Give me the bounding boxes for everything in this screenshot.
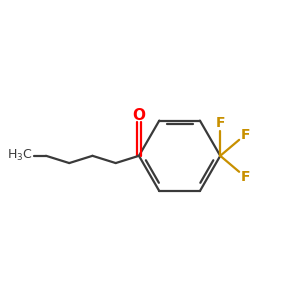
- Text: F: F: [241, 128, 250, 142]
- Text: H$_3$C: H$_3$C: [8, 148, 33, 164]
- Text: O: O: [132, 108, 146, 123]
- Text: F: F: [215, 116, 225, 130]
- Text: F: F: [241, 170, 250, 184]
